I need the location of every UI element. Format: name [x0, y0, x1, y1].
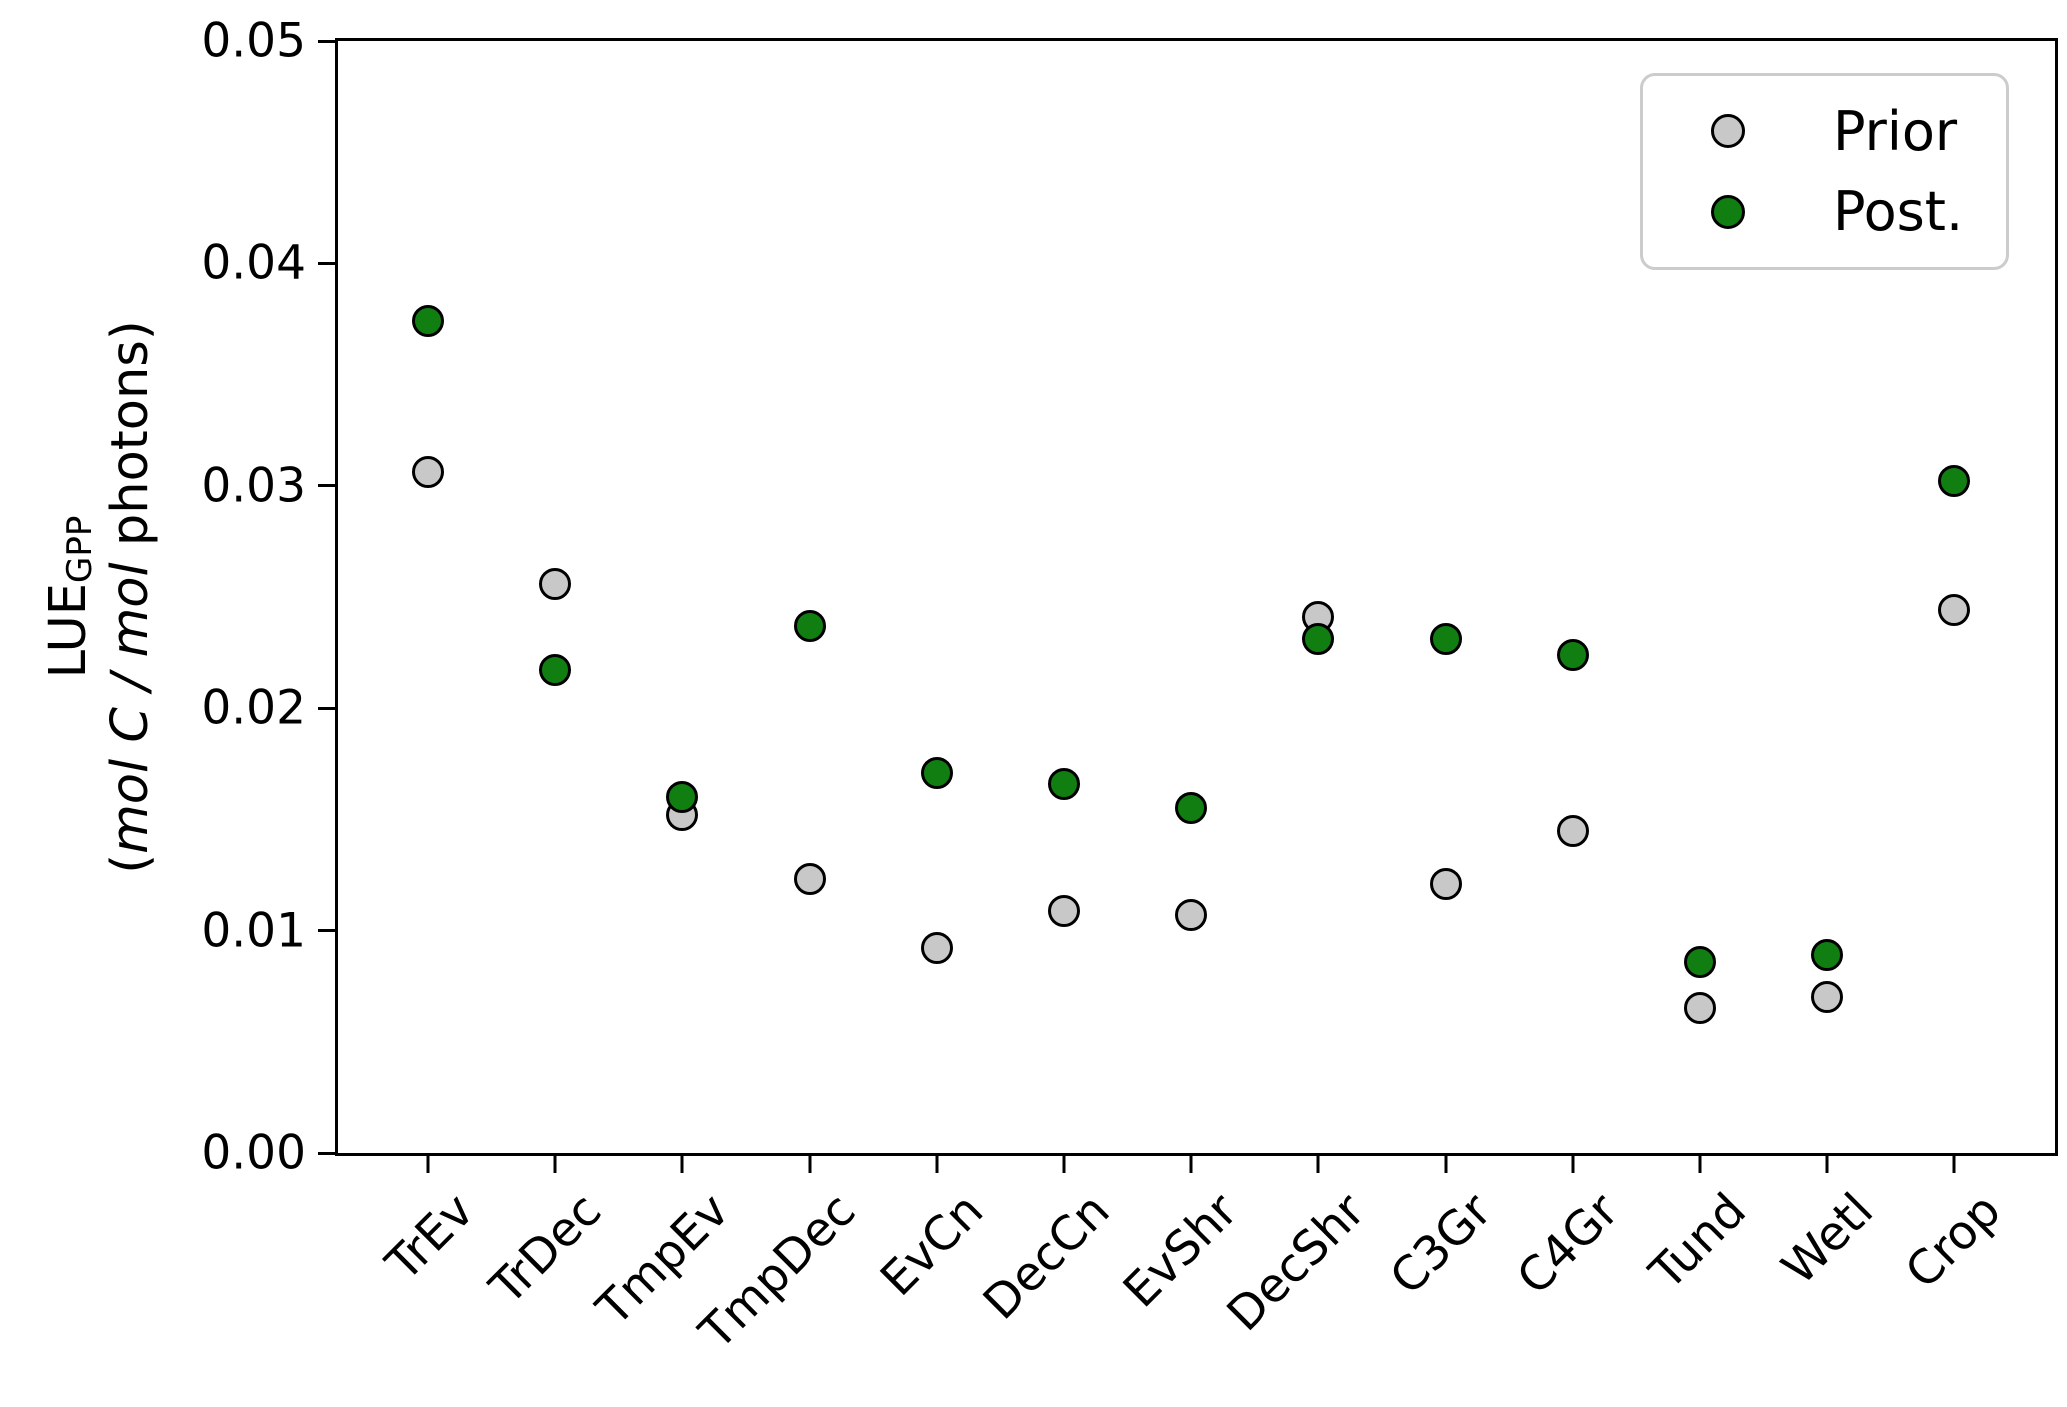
x-axis-tick	[680, 1156, 684, 1173]
y-axis-tick	[318, 39, 335, 43]
x-axis-tick	[1444, 1156, 1448, 1173]
y-axis-label-subscript: GPP	[59, 515, 100, 583]
x-axis-tick	[1062, 1156, 1066, 1173]
y-axis-tick	[318, 484, 335, 488]
x-axis-tick	[935, 1156, 939, 1173]
data-point-prior-tmpdec	[793, 863, 826, 896]
x-axis-tick	[1825, 1156, 1829, 1173]
legend-item-post: Post.	[1643, 180, 2006, 243]
y-axis-tick-label: 0.03	[201, 458, 306, 514]
data-point-post-evshr	[1175, 792, 1208, 825]
x-axis-tick-label: Wetl	[1771, 1183, 1885, 1296]
data-point-post-wetl	[1811, 939, 1844, 972]
x-axis-tick	[1571, 1156, 1575, 1173]
data-point-prior-evshr	[1175, 899, 1208, 932]
y-axis-label-line2: (mol C / mol photons)	[101, 320, 160, 874]
x-axis-tick-label: C4Gr	[1507, 1183, 1630, 1306]
data-point-prior-trev	[412, 456, 444, 489]
y-axis-tick	[318, 261, 335, 265]
y-axis-tick	[318, 706, 335, 710]
data-point-post-decshr	[1302, 623, 1335, 656]
x-axis-tick-label: Crop	[1894, 1183, 2012, 1300]
x-axis-tick	[808, 1156, 812, 1173]
data-point-post-tmpdec	[793, 609, 826, 642]
y-axis-label-units-italic: mol C / mol	[101, 562, 160, 854]
legend-label: Prior	[1833, 99, 1958, 163]
x-axis-tick-label: DecShr	[1216, 1183, 1376, 1343]
x-axis-tick-label: Tund	[1639, 1183, 1757, 1301]
x-axis-tick	[1952, 1156, 1956, 1173]
y-axis-tick-label: 0.02	[201, 680, 306, 736]
y-axis-label: LUEGPP (mol C / mol photons)	[38, 320, 162, 874]
data-point-post-trev	[412, 305, 444, 338]
data-point-prior-c4gr	[1556, 814, 1589, 847]
y-axis-tick-label: 0.00	[201, 1125, 306, 1181]
legend-marker-post-icon	[1711, 194, 1745, 229]
data-point-prior-evcn	[920, 932, 953, 965]
y-axis-tick	[318, 929, 335, 933]
legend-item-prior: Prior	[1643, 100, 2006, 163]
legend: Prior Post.	[1640, 73, 2009, 270]
data-point-post-trdec	[539, 654, 572, 687]
y-axis-tick	[318, 1151, 335, 1155]
x-axis-tick	[426, 1156, 430, 1173]
x-axis-tick-label: DecCn	[973, 1183, 1121, 1331]
data-point-prior-tund	[1684, 992, 1716, 1025]
x-axis-tick	[1698, 1156, 1702, 1173]
legend-marker-prior-icon	[1711, 114, 1745, 149]
data-point-prior-deccn	[1048, 894, 1080, 927]
data-point-post-c4gr	[1556, 638, 1589, 671]
legend-label: Post.	[1833, 180, 1964, 244]
data-point-prior-trdec	[539, 567, 572, 600]
x-axis-tick	[1316, 1156, 1320, 1173]
data-point-post-evcn	[920, 756, 953, 789]
y-axis-tick-label: 0.01	[201, 903, 306, 959]
y-axis-label-line1: LUEGPP	[38, 515, 100, 679]
data-point-prior-crop	[1938, 594, 1971, 627]
x-axis-tick-label: TrEv	[376, 1183, 485, 1292]
y-axis-tick-label: 0.05	[201, 13, 306, 69]
data-point-post-deccn	[1048, 767, 1080, 800]
data-point-post-crop	[1938, 465, 1971, 498]
y-axis-tick-label: 0.04	[201, 235, 306, 291]
x-axis-tick-label: C3Gr	[1379, 1183, 1503, 1306]
data-point-post-tmpev	[666, 781, 699, 814]
x-axis-tick	[553, 1156, 557, 1173]
data-point-prior-c3gr	[1429, 867, 1462, 900]
data-point-prior-wetl	[1811, 981, 1844, 1014]
x-axis-tick	[1189, 1156, 1193, 1173]
data-point-post-c3gr	[1429, 623, 1462, 656]
data-point-post-tund	[1684, 945, 1716, 978]
